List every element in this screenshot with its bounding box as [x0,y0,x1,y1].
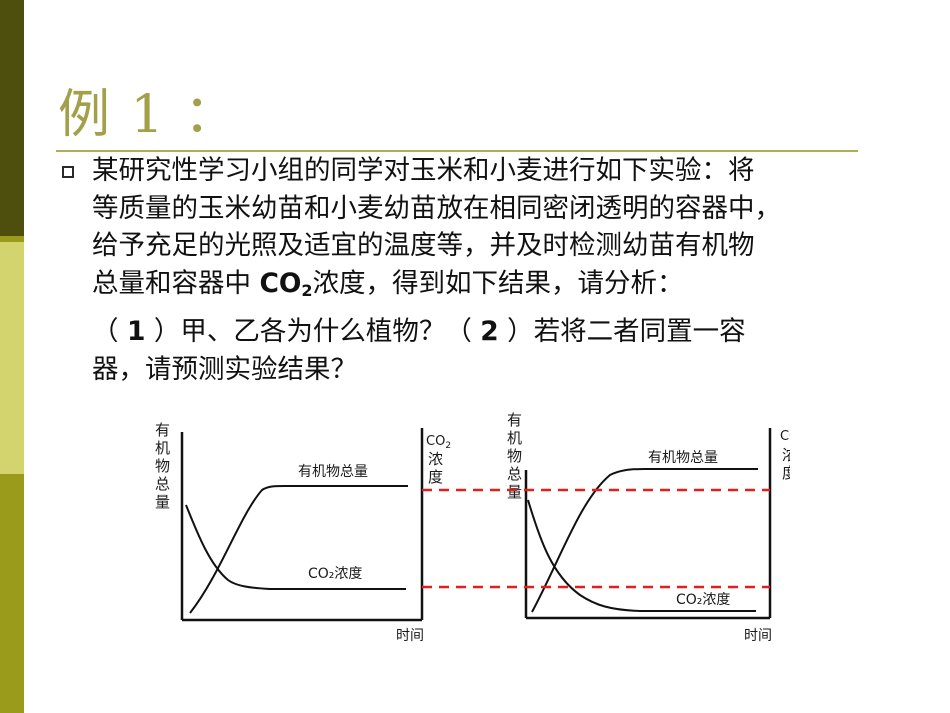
chart-2-y-label-char-2: 机 [507,429,522,447]
slide-title: 例 1 ： [58,85,239,145]
text-line-3: 给予充足的光照及适宜的温度等，并及时检测幼苗有机物 [92,230,755,261]
text-line-6: 器，请预测实验结果？ [92,353,357,385]
accent-bar-segment-2 [0,236,24,242]
q1-number: 1 [126,316,146,347]
square-bullet-icon [62,166,74,178]
experiment-figure: 有 机 物 总 量 CO2 浓 度 有机物总量 CO₂浓度 时间 有 机 物 总… [155,411,790,644]
accent-bar-segment-3 [0,242,24,474]
chart-2-x-label: 时间 [744,628,772,644]
chart-2-right-label-co: CO2 [780,429,790,446]
text-line-2: 等质量的玉米幼苗和小麦幼苗放在相同密闭透明的容器中， [92,192,781,224]
chart-1-right-label-co: CO2 [426,434,451,451]
chart-1-right-label-sub: 2 [445,441,451,451]
q1-text: ）甲、乙各为什么植物？（ [145,316,481,347]
chart-2-organic-matter-curve [531,468,758,613]
q2-text: ）若将二者同置一容 [498,316,746,347]
chart-2-y-label-char-3: 物 [507,447,522,465]
chart-1-organic-matter-curve [189,485,408,614]
chart-2-upper-curve-label: 有机物总量 [648,450,718,466]
chart-2-y-label-char-4: 总 [507,465,522,483]
text-line-4: 总量和容器中 CO2浓度，得到如下结果，请分析： [92,265,892,310]
chart-2-co2-curve [527,499,756,612]
text-line-4-start: 总量和容器中 [92,267,260,299]
q1-open: （ [92,316,127,347]
chart-1-y-label-char-5: 量 [155,493,170,511]
chart-2-right-label-co-text: CO [780,429,790,444]
accent-bar [0,0,24,713]
chart-1: 有 机 物 总 量 CO2 浓 度 有机物总量 CO₂浓度 时间 [155,421,451,644]
text-line-5: （ 1 ）甲、乙各为什么植物？（ 2 ）若将二者同置一容 [92,313,892,351]
chart-1-upper-curve-label: 有机物总量 [298,464,368,480]
chart-1-x-label: 时间 [396,628,424,644]
chart-1-right-label-char-1: 浓 [428,450,443,468]
accent-bar-segment-1 [0,0,24,236]
chart-1-y-label-char-3: 物 [155,457,170,475]
chart-2-lower-curve-label: CO₂浓度 [676,592,730,608]
q2-number: 2 [480,316,499,347]
chart-1-co2-curve [185,504,406,590]
title-divider [56,150,858,152]
chart-1-y-label-char-1: 有 [155,421,170,439]
chart-1-right-label-co-text: CO [426,434,445,449]
co2-formula: CO [259,267,302,299]
chart-2-right-label-char-2: 度 [782,464,790,482]
chart-1-right-label-char-2: 度 [428,468,443,486]
accent-bar-segment-4 [0,474,24,713]
text-line-1: 某研究性学习小组的同学对玉米和小麦进行如下实验：将 [92,155,755,186]
text-line-4-end: 浓度，得到如下结果，请分析： [312,267,684,299]
chart-1-lower-curve-label: CO₂浓度 [308,566,362,582]
chart-2-y-label-char-1: 有 [507,411,522,429]
chart-2-right-label-char-1: 浓 [782,446,790,464]
co2-subscript: 2 [301,280,313,300]
chart-1-y-label-char-2: 机 [155,439,170,457]
chart-1-y-label-char-4: 总 [155,475,170,493]
chart-2-y-label-char-5: 量 [507,483,522,501]
chart-2: 有 机 物 总 量 CO2 浓 度 有机物总量 CO₂浓度 时间 [507,411,790,644]
question-text: 某研究性学习小组的同学对玉米和小麦进行如下实验：将 等质量的玉米幼苗和小麦幼苗放… [92,152,892,388]
